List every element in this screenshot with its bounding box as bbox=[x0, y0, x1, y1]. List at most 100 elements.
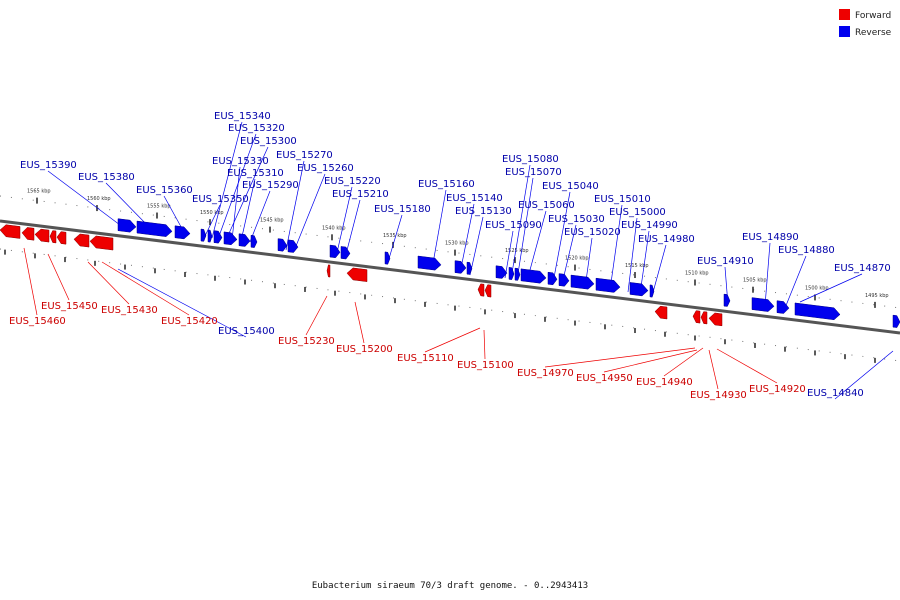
gene-label: EUS_15430 bbox=[101, 305, 158, 316]
leader-line bbox=[424, 327, 481, 353]
label-leaders bbox=[23, 121, 894, 400]
forward-gene-arrow bbox=[700, 311, 708, 325]
gene-label: EUS_14840 bbox=[807, 388, 864, 399]
leader-line bbox=[459, 203, 475, 274]
leader-line bbox=[249, 190, 271, 243]
leader-line bbox=[504, 230, 514, 279]
reverse-gene-arrow bbox=[250, 234, 258, 248]
gene-label: EUS_15260 bbox=[297, 163, 354, 174]
leader-line bbox=[603, 349, 698, 373]
reverse-gene-arrow bbox=[558, 273, 570, 287]
leader-line bbox=[609, 204, 623, 291]
reverse-gene-arrow bbox=[629, 282, 649, 297]
gene-label: EUS_15300 bbox=[240, 136, 297, 147]
reverse-gene-arrow bbox=[892, 314, 900, 328]
leader-line bbox=[526, 210, 547, 282]
reverse-gene-arrow bbox=[117, 218, 137, 233]
forward-gene-arrow bbox=[692, 310, 701, 324]
ruler-tick-label: 1555 kbp bbox=[147, 204, 171, 210]
leader-line bbox=[240, 178, 256, 242]
reverse-gene-arrow bbox=[547, 271, 558, 286]
reverse-gene-arrow bbox=[751, 297, 775, 312]
leader-line bbox=[87, 261, 130, 305]
leader-line bbox=[47, 170, 121, 226]
reverse-gene-arrow bbox=[495, 265, 508, 279]
gene-label: EUS_15390 bbox=[20, 160, 77, 171]
leader-line bbox=[651, 244, 667, 297]
reverse-gene-arrow bbox=[213, 230, 223, 244]
reverse-gene-arrow bbox=[340, 246, 351, 260]
ruler-tick-label: 1520 kbp bbox=[565, 256, 589, 262]
ruler-tick-label: 1560 kbp bbox=[87, 196, 111, 202]
leader-line bbox=[354, 301, 365, 344]
leader-line bbox=[708, 349, 719, 390]
gene-label: EUS_14980 bbox=[638, 234, 695, 245]
forward-gene-arrow bbox=[484, 284, 492, 298]
reverse-gene-arrow bbox=[595, 277, 621, 293]
forward-gene-arrow bbox=[56, 231, 67, 245]
leader-line bbox=[231, 166, 241, 241]
leader-line bbox=[293, 173, 326, 252]
gene-label: EUS_14970 bbox=[517, 368, 574, 379]
gene-label: EUS_14910 bbox=[697, 256, 754, 267]
reverse-gene-arrow bbox=[723, 293, 731, 307]
leader-line bbox=[469, 216, 484, 276]
gene-label: EUS_15200 bbox=[336, 344, 393, 355]
reverse-gene-arrow bbox=[238, 233, 251, 247]
leader-line bbox=[483, 329, 486, 360]
gene-label: EUS_15310 bbox=[227, 168, 284, 179]
gene-arrows bbox=[0, 218, 900, 328]
leader-line bbox=[211, 121, 243, 239]
gene-label: EUS_14920 bbox=[749, 384, 806, 395]
forward-gene-arrow bbox=[477, 283, 485, 297]
reverse-gene-arrow bbox=[207, 229, 213, 243]
gene-label: EUS_14880 bbox=[778, 245, 835, 256]
gene-label: EUS_15340 bbox=[214, 111, 271, 122]
leader-line bbox=[204, 204, 221, 237]
gene-label: EUS_15130 bbox=[455, 206, 512, 217]
leader-line bbox=[799, 273, 863, 303]
gene-label: EUS_15160 bbox=[418, 179, 475, 190]
gene-label: EUS_15350 bbox=[192, 194, 249, 205]
gene-label: EUS_15070 bbox=[505, 167, 562, 178]
reverse-gene-arrow bbox=[329, 244, 341, 259]
ruler-tick-label: 1535 kbp bbox=[383, 233, 407, 239]
reverse-gene-arrow bbox=[520, 268, 547, 284]
reverse-gene-arrow bbox=[794, 302, 841, 321]
leader-line bbox=[663, 347, 704, 377]
gene-label: EUS_15110 bbox=[397, 353, 454, 364]
gene-label: EUS_14990 bbox=[621, 220, 678, 231]
leader-line bbox=[225, 146, 269, 241]
leader-line bbox=[285, 160, 305, 251]
forward-gene-arrow bbox=[73, 233, 90, 248]
leader-line bbox=[47, 253, 70, 301]
gene-label: EUS_15420 bbox=[161, 316, 218, 327]
gene-label: EUS_15290 bbox=[242, 180, 299, 191]
ruler-tick-label: 1525 kbp bbox=[505, 248, 529, 254]
gene-label: EUS_15270 bbox=[276, 150, 333, 161]
reverse-gene-arrow bbox=[417, 255, 442, 271]
ruler-tick-label: 1550 kbp bbox=[200, 210, 224, 216]
reverse-gene-arrow bbox=[570, 274, 595, 290]
forward-gene-arrow bbox=[654, 305, 668, 320]
gene-label: EUS_14930 bbox=[690, 390, 747, 401]
leader-line bbox=[23, 247, 38, 316]
gene-label: EUS_15060 bbox=[518, 200, 575, 211]
ruler-tick-label: 1510 kbp bbox=[685, 270, 709, 276]
reverse-gene-arrow bbox=[776, 300, 790, 314]
reverse-gene-arrow bbox=[200, 228, 207, 242]
reverse-gene-arrow bbox=[277, 238, 288, 252]
gene-label: EUS_15030 bbox=[548, 214, 605, 225]
gene-label: EUS_15080 bbox=[502, 154, 559, 165]
leader-line bbox=[387, 214, 403, 263]
legend-reverse-label: Reverse bbox=[855, 28, 892, 38]
forward-swatch bbox=[839, 9, 850, 20]
genome-caption: Eubacterium siraeum 70/3 draft genome. -… bbox=[312, 581, 588, 591]
leader-line bbox=[784, 255, 807, 309]
ruler-tick-label: 1495 kbp bbox=[865, 293, 889, 299]
gene-label: EUS_15000 bbox=[609, 207, 666, 218]
legend: Forward Reverse bbox=[839, 9, 892, 38]
gene-label: EUS_15450 bbox=[41, 301, 98, 312]
